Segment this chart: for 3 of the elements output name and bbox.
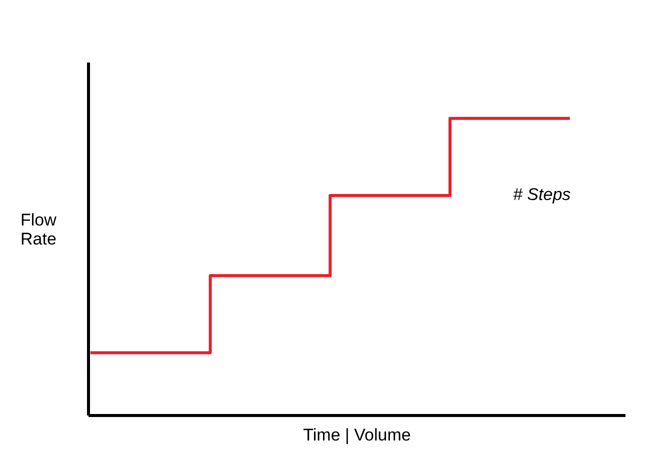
x-axis-title: Time | Volume <box>303 426 411 444</box>
annotation: # Steps <box>513 185 572 204</box>
y-axis-title: Flow Rate <box>20 210 58 248</box>
